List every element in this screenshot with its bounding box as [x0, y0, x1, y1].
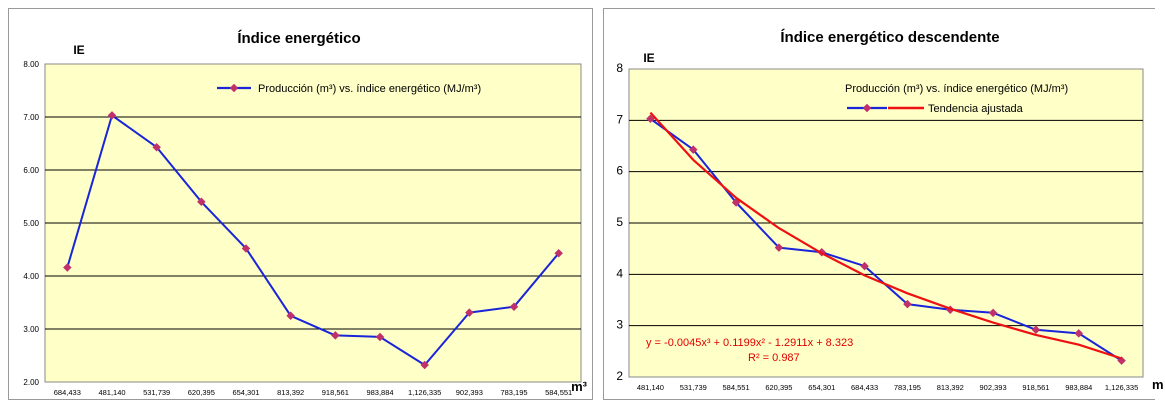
x-axis-label: m³	[571, 379, 588, 394]
x-tick-label: 654,301	[232, 388, 259, 397]
x-tick-label: 684,433	[54, 388, 81, 397]
x-tick-label: 983,884	[366, 388, 393, 397]
x-tick-label: 531,739	[143, 388, 170, 397]
y-tick-label: 4	[616, 266, 623, 280]
y-tick-label: 8	[616, 61, 623, 75]
x-tick-label: 1,126,335	[408, 388, 441, 397]
x-tick-label: 584,551	[723, 383, 750, 392]
x-tick-label: 481,140	[98, 388, 125, 397]
y-tick-label: 3.00	[23, 325, 39, 334]
y-tick-label: 6	[616, 164, 623, 178]
x-tick-label: 684,433	[851, 383, 878, 392]
x-axis-label: m	[1152, 377, 1164, 392]
x-tick-label: 813,392	[277, 388, 304, 397]
data-point	[860, 261, 869, 271]
data-point	[509, 302, 519, 311]
y-tick-label: 2.00	[23, 378, 39, 387]
plot-group: 2.00 3.00 4.00 5.00 6.00 7.00 8.00 684,433 481,1…	[23, 60, 582, 397]
r-squared: R² = 0.987	[748, 352, 800, 364]
x-tick-label: 783,195	[894, 383, 921, 392]
x-tick-label: 983,884	[1065, 383, 1092, 392]
y-tick-label: 2	[616, 369, 623, 383]
data-point	[331, 331, 340, 340]
x-tick-label: 1,126,335	[1105, 383, 1138, 392]
data-point	[774, 243, 784, 252]
chart-left: 2.00 3.00 4.00 5.00 6.00 7.00 8.00 684,433 481,1…	[23, 30, 588, 397]
y-tick-label: 8.00	[23, 60, 39, 69]
plot-group: 2 3 4 5 6 7 8 481,140 531,739 584,551 620,395 654,3…	[616, 61, 1144, 392]
data-point	[420, 360, 429, 370]
data-point	[107, 111, 117, 120]
y-tick-label: 6.00	[23, 166, 39, 175]
y-tick-label: 5	[616, 215, 623, 229]
x-tick-label: 918,561	[1022, 383, 1049, 392]
data-point	[1074, 329, 1083, 338]
trend-equation: y = -0.0045x³ + 0.1199x² - 1.2911x + 8.3…	[646, 337, 853, 349]
legend-series-label: Producción (m³) vs. índice energético (M…	[258, 83, 481, 95]
x-tick-label: 531,739	[680, 383, 707, 392]
legend: Producción (m³) vs. índice energético (M…	[845, 83, 1068, 115]
x-tick-label: 620,395	[188, 388, 215, 397]
data-point	[646, 114, 655, 124]
y-axis-label: IE	[73, 43, 84, 57]
chart-title: Índice energético	[237, 30, 360, 47]
data-point	[988, 308, 998, 318]
x-tick-label: 783,195	[500, 388, 527, 397]
series-line	[66, 114, 560, 366]
x-tick-label: 918,561	[322, 388, 349, 397]
legend-trend-label: Tendencia ajustada	[928, 103, 1024, 115]
chart-right: 2 3 4 5 6 7 8 481,140 531,739 584,551 620,395 654,3…	[616, 29, 1163, 392]
chart-title: Índice energético descendente	[780, 29, 999, 46]
data-point	[465, 308, 474, 317]
data-point	[152, 142, 161, 152]
x-tick-label: 481,140	[637, 383, 664, 392]
chart-panel-left: 2.00 3.00 4.00 5.00 6.00 7.00 8.00 684,433 481,1…	[8, 8, 593, 400]
data-point	[903, 299, 912, 309]
trend-line	[649, 111, 1122, 360]
y-axis-label: IE	[643, 51, 654, 65]
y-tick-label: 5.00	[23, 219, 39, 228]
data-point	[286, 311, 295, 320]
legend: Producción (m³) vs. índice energético (M…	[217, 83, 481, 95]
x-tick-label: 902,393	[980, 383, 1007, 392]
data-point	[375, 332, 385, 342]
legend-header: Producción (m³) vs. índice energético (M…	[845, 83, 1068, 95]
y-tick-label: 4.00	[23, 272, 39, 281]
y-tick-label: 7.00	[23, 113, 39, 122]
chart-panel-right: 2 3 4 5 6 7 8 481,140 531,739 584,551 620,395 654,3…	[603, 8, 1164, 400]
x-tick-label: 813,392	[937, 383, 964, 392]
data-point	[197, 197, 206, 207]
y-tick-label: 3	[616, 318, 623, 332]
x-tick-label: 584,551	[545, 388, 572, 397]
y-tick-label: 7	[616, 112, 623, 126]
x-tick-label: 654,301	[808, 383, 835, 392]
legend-marker-swatch	[229, 83, 239, 93]
x-tick-label: 902,393	[456, 388, 483, 397]
x-tick-label: 620,395	[765, 383, 792, 392]
data-point	[241, 244, 251, 253]
